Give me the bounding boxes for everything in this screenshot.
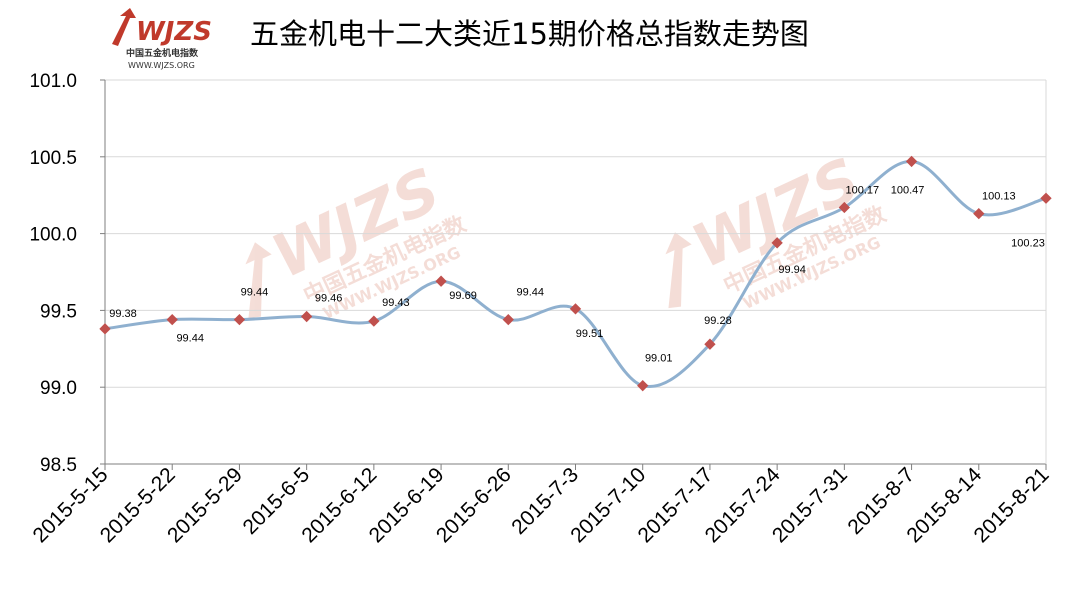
data-point (368, 315, 380, 327)
data-point (771, 237, 783, 249)
y-axis-ticks: 101.0 100.5 100.0 99.5 99.0 98.5 (29, 71, 105, 476)
data-label: 99.51 (576, 328, 604, 340)
data-label: 99.28 (704, 315, 732, 327)
data-label: 100.47 (891, 184, 925, 196)
data-point (838, 201, 851, 214)
y-tick-label: 99.5 (40, 301, 77, 322)
data-label: 99.38 (109, 308, 137, 320)
data-point (502, 313, 514, 326)
data-point (166, 313, 178, 326)
y-tick-label: 99.0 (40, 378, 77, 399)
data-label: 100.17 (846, 184, 880, 196)
data-point (905, 155, 918, 168)
wjzs-logo: WJZS 中国五金机电指数 WWW.WJZS.ORG (108, 6, 218, 74)
data-labels: 99.38 99.44 99.44 99.46 99.43 99.69 99.44 99.51… (109, 184, 1045, 364)
data-label: 99.44 (176, 333, 204, 345)
data-label: 99.01 (645, 353, 673, 365)
logo-url: WWW.WJZS.ORG (128, 61, 195, 70)
y-tick-label: 101.0 (29, 71, 77, 92)
data-point (704, 338, 716, 350)
x-axis-ticks: 2015-5-152015-5-222015-5-292015-6-52015-… (29, 463, 1054, 547)
logo-name: 中国五金机电指数 (126, 47, 199, 59)
watermark: WJZS中国五金机电指数WWW.WJZS.ORGWJZS中国五金机电指数WWW.… (245, 145, 891, 323)
data-label: 99.69 (449, 290, 477, 302)
data-label: 100.13 (982, 191, 1016, 203)
data-point (569, 303, 582, 315)
chart-title: 五金机电十二大类近15期价格总指数走势图 (250, 17, 809, 51)
data-point (99, 323, 111, 335)
data-point (233, 313, 246, 326)
data-label: 99.43 (382, 297, 410, 309)
data-label: 99.44 (241, 287, 269, 299)
data-point (973, 207, 985, 220)
series-line (104, 159, 1047, 389)
watermark-arrow-icon (665, 232, 692, 309)
watermark-arrow-icon (245, 242, 272, 319)
data-point (435, 275, 447, 287)
data-label: 99.94 (778, 264, 806, 276)
y-tick-label: 98.5 (40, 455, 77, 476)
data-label: 99.44 (517, 287, 545, 299)
data-point (1040, 192, 1052, 204)
axes (104, 80, 1047, 465)
gridlines (105, 79, 1046, 465)
data-label: 100.23 (1011, 237, 1045, 249)
y-tick-label: 100.0 (29, 225, 77, 246)
data-point (300, 310, 313, 323)
logo-arrow-icon (112, 8, 136, 46)
data-label: 99.46 (315, 293, 343, 305)
data-markers (99, 155, 1052, 392)
logo-mark: WJZS (136, 17, 212, 47)
y-tick-label: 100.5 (29, 148, 77, 169)
data-point (637, 380, 649, 392)
